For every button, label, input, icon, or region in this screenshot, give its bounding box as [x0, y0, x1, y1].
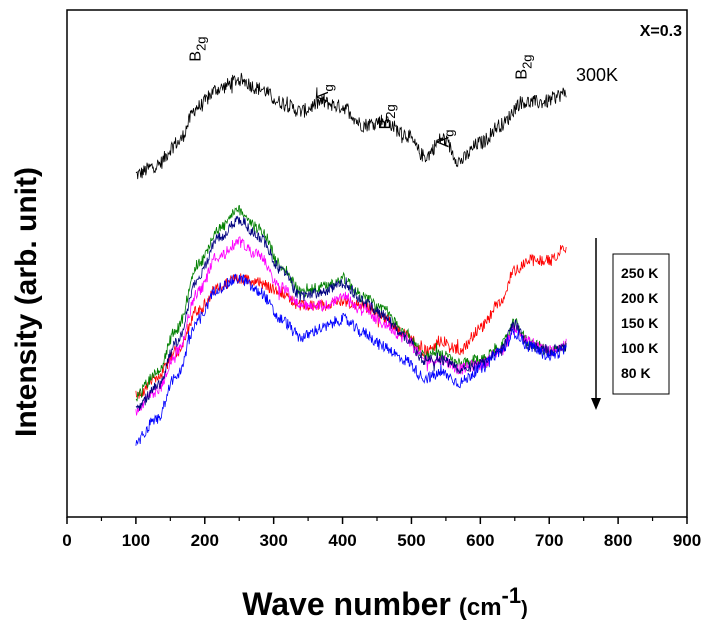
series-layer — [135, 72, 567, 446]
peak-label: B2g — [377, 104, 398, 129]
x-tick-label: 0 — [62, 531, 71, 550]
series-150k — [135, 236, 567, 416]
x-axis-title-close: ) — [521, 598, 528, 620]
x-tick-label: 900 — [673, 531, 701, 550]
legend-entry: 200 K — [621, 290, 658, 306]
x-tick-label: 100 — [122, 531, 150, 550]
x-tick-label: 600 — [466, 531, 494, 550]
series-100k — [135, 215, 567, 411]
top-curve-label: 300K — [576, 65, 618, 85]
plot-frame — [66, 9, 688, 518]
peak-label: B2g — [187, 36, 208, 61]
composition-annotation: X=0.3 — [640, 23, 682, 40]
peak-label: B2g — [513, 54, 534, 79]
series-200k — [135, 204, 567, 402]
series-80k — [135, 273, 567, 446]
peak-label: Ag — [435, 129, 456, 147]
x-tick-label: 800 — [604, 531, 632, 550]
x-axis: 0 100 200 300 400 500 600 700 800 900 — [62, 517, 701, 550]
x-tick-label: 200 — [191, 531, 219, 550]
series-300k — [135, 72, 567, 180]
x-tick-label: 700 — [535, 531, 563, 550]
y-axis-title: Intensity (arb. unit) — [10, 167, 43, 437]
x-tick-label: 300 — [259, 531, 287, 550]
x-axis-title-main: Wave number — [242, 586, 451, 622]
legend-entry: 250 K — [621, 265, 658, 281]
x-tick-label: 400 — [328, 531, 356, 550]
peak-labels: B2g Ag B2g Ag B2g — [187, 36, 534, 147]
legend-entry: 100 K — [621, 340, 658, 356]
legend-box — [612, 253, 670, 395]
x-tick-label: 500 — [397, 531, 425, 550]
legend: 250 K 200 K 150 K 100 K 80 K — [591, 238, 670, 410]
series-250k — [135, 245, 567, 399]
legend-entry: 80 K — [621, 365, 651, 381]
x-axis-title: Wave number (cm-1) — [242, 583, 528, 622]
temperature-arrow-head — [591, 398, 601, 410]
x-axis-title-unit: (cm — [459, 594, 502, 621]
peak-label: Ag — [315, 84, 336, 102]
legend-entry: 150 K — [621, 315, 658, 331]
legend-entries: 250 K 200 K 150 K 100 K 80 K — [621, 265, 658, 381]
x-axis-title-exponent: -1 — [502, 583, 522, 608]
